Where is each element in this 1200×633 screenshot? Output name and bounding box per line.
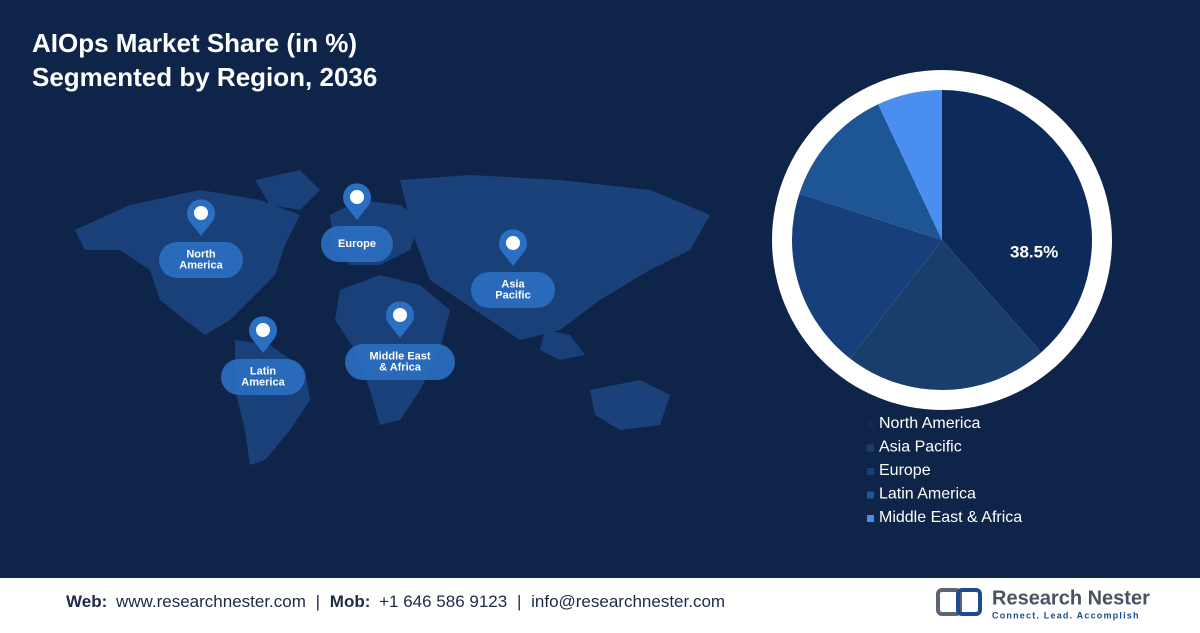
logo-tagline: Connect. Lead. Accomplish <box>992 610 1140 620</box>
pin-label: Europe <box>338 238 376 250</box>
legend-swatch <box>867 421 874 428</box>
title-line: AIOps Market Share (in %) <box>32 28 357 58</box>
pin-label: Asia <box>501 278 525 290</box>
legend-label: Latin America <box>879 486 976 503</box>
pin-bubble <box>221 359 305 395</box>
pin-bubble <box>345 344 455 380</box>
legend-label: Middle East & Africa <box>879 509 1022 526</box>
pin-dot <box>350 190 364 204</box>
legend-label: North America <box>879 415 980 432</box>
pin-label: America <box>179 259 223 271</box>
pin-label: Pacific <box>495 289 530 301</box>
title-line: Segmented by Region, 2036 <box>32 62 377 92</box>
footer-band <box>0 578 1200 628</box>
pie-slice <box>878 90 942 240</box>
footer-text: Web: www.researchnester.com | Mob: +1 64… <box>66 592 725 611</box>
pin-label: Middle East <box>369 350 430 362</box>
pie-slice <box>792 193 942 359</box>
pin-label: Latin <box>250 365 277 377</box>
footer-separator: | <box>517 592 521 611</box>
logo: Research Nester Connect. Lead. Accomplis… <box>936 587 1150 620</box>
footer-web: www.researchnester.com <box>115 592 306 611</box>
pin-dot <box>194 206 208 220</box>
legend-swatch <box>867 515 874 522</box>
pie-slice <box>942 90 1092 353</box>
legend: North America Asia Pacific Europe Latin Ame… <box>867 415 1022 526</box>
map-pins: NorthAmericaEuropeAsiaPacificLatinAmeric… <box>159 183 555 395</box>
pie-slice <box>850 240 1042 390</box>
pin-bubble <box>159 242 243 278</box>
pin-label: & Africa <box>379 361 422 373</box>
pin-bubble <box>321 226 393 262</box>
footer-email: info@researchnester.com <box>531 592 725 611</box>
value-label: 38.5% <box>1010 242 1058 261</box>
footer-mob: +1 646 586 9123 <box>379 592 507 611</box>
logo-name: Research Nester <box>992 587 1150 609</box>
footer-label: Web: <box>66 592 107 611</box>
logo-icon <box>956 588 982 616</box>
pin-label: North <box>186 248 216 260</box>
legend-swatch <box>867 491 874 499</box>
pin-dot <box>256 323 270 337</box>
pin-dot <box>393 308 407 322</box>
pin-dot <box>506 236 520 250</box>
footer: Web: www.researchnester.com | Mob: +1 64… <box>66 592 725 611</box>
pin-label: America <box>241 376 285 388</box>
pie-slice <box>799 104 942 240</box>
legend-label: Asia Pacific <box>879 439 962 456</box>
pin-bubble <box>471 272 555 308</box>
footer-separator: | <box>316 592 320 611</box>
legend-swatch <box>867 444 874 452</box>
footer-label: Mob: <box>330 592 371 611</box>
legend-label: Europe <box>879 462 931 479</box>
legend-swatch <box>867 468 874 475</box>
pie: 38.5% <box>792 90 1092 390</box>
